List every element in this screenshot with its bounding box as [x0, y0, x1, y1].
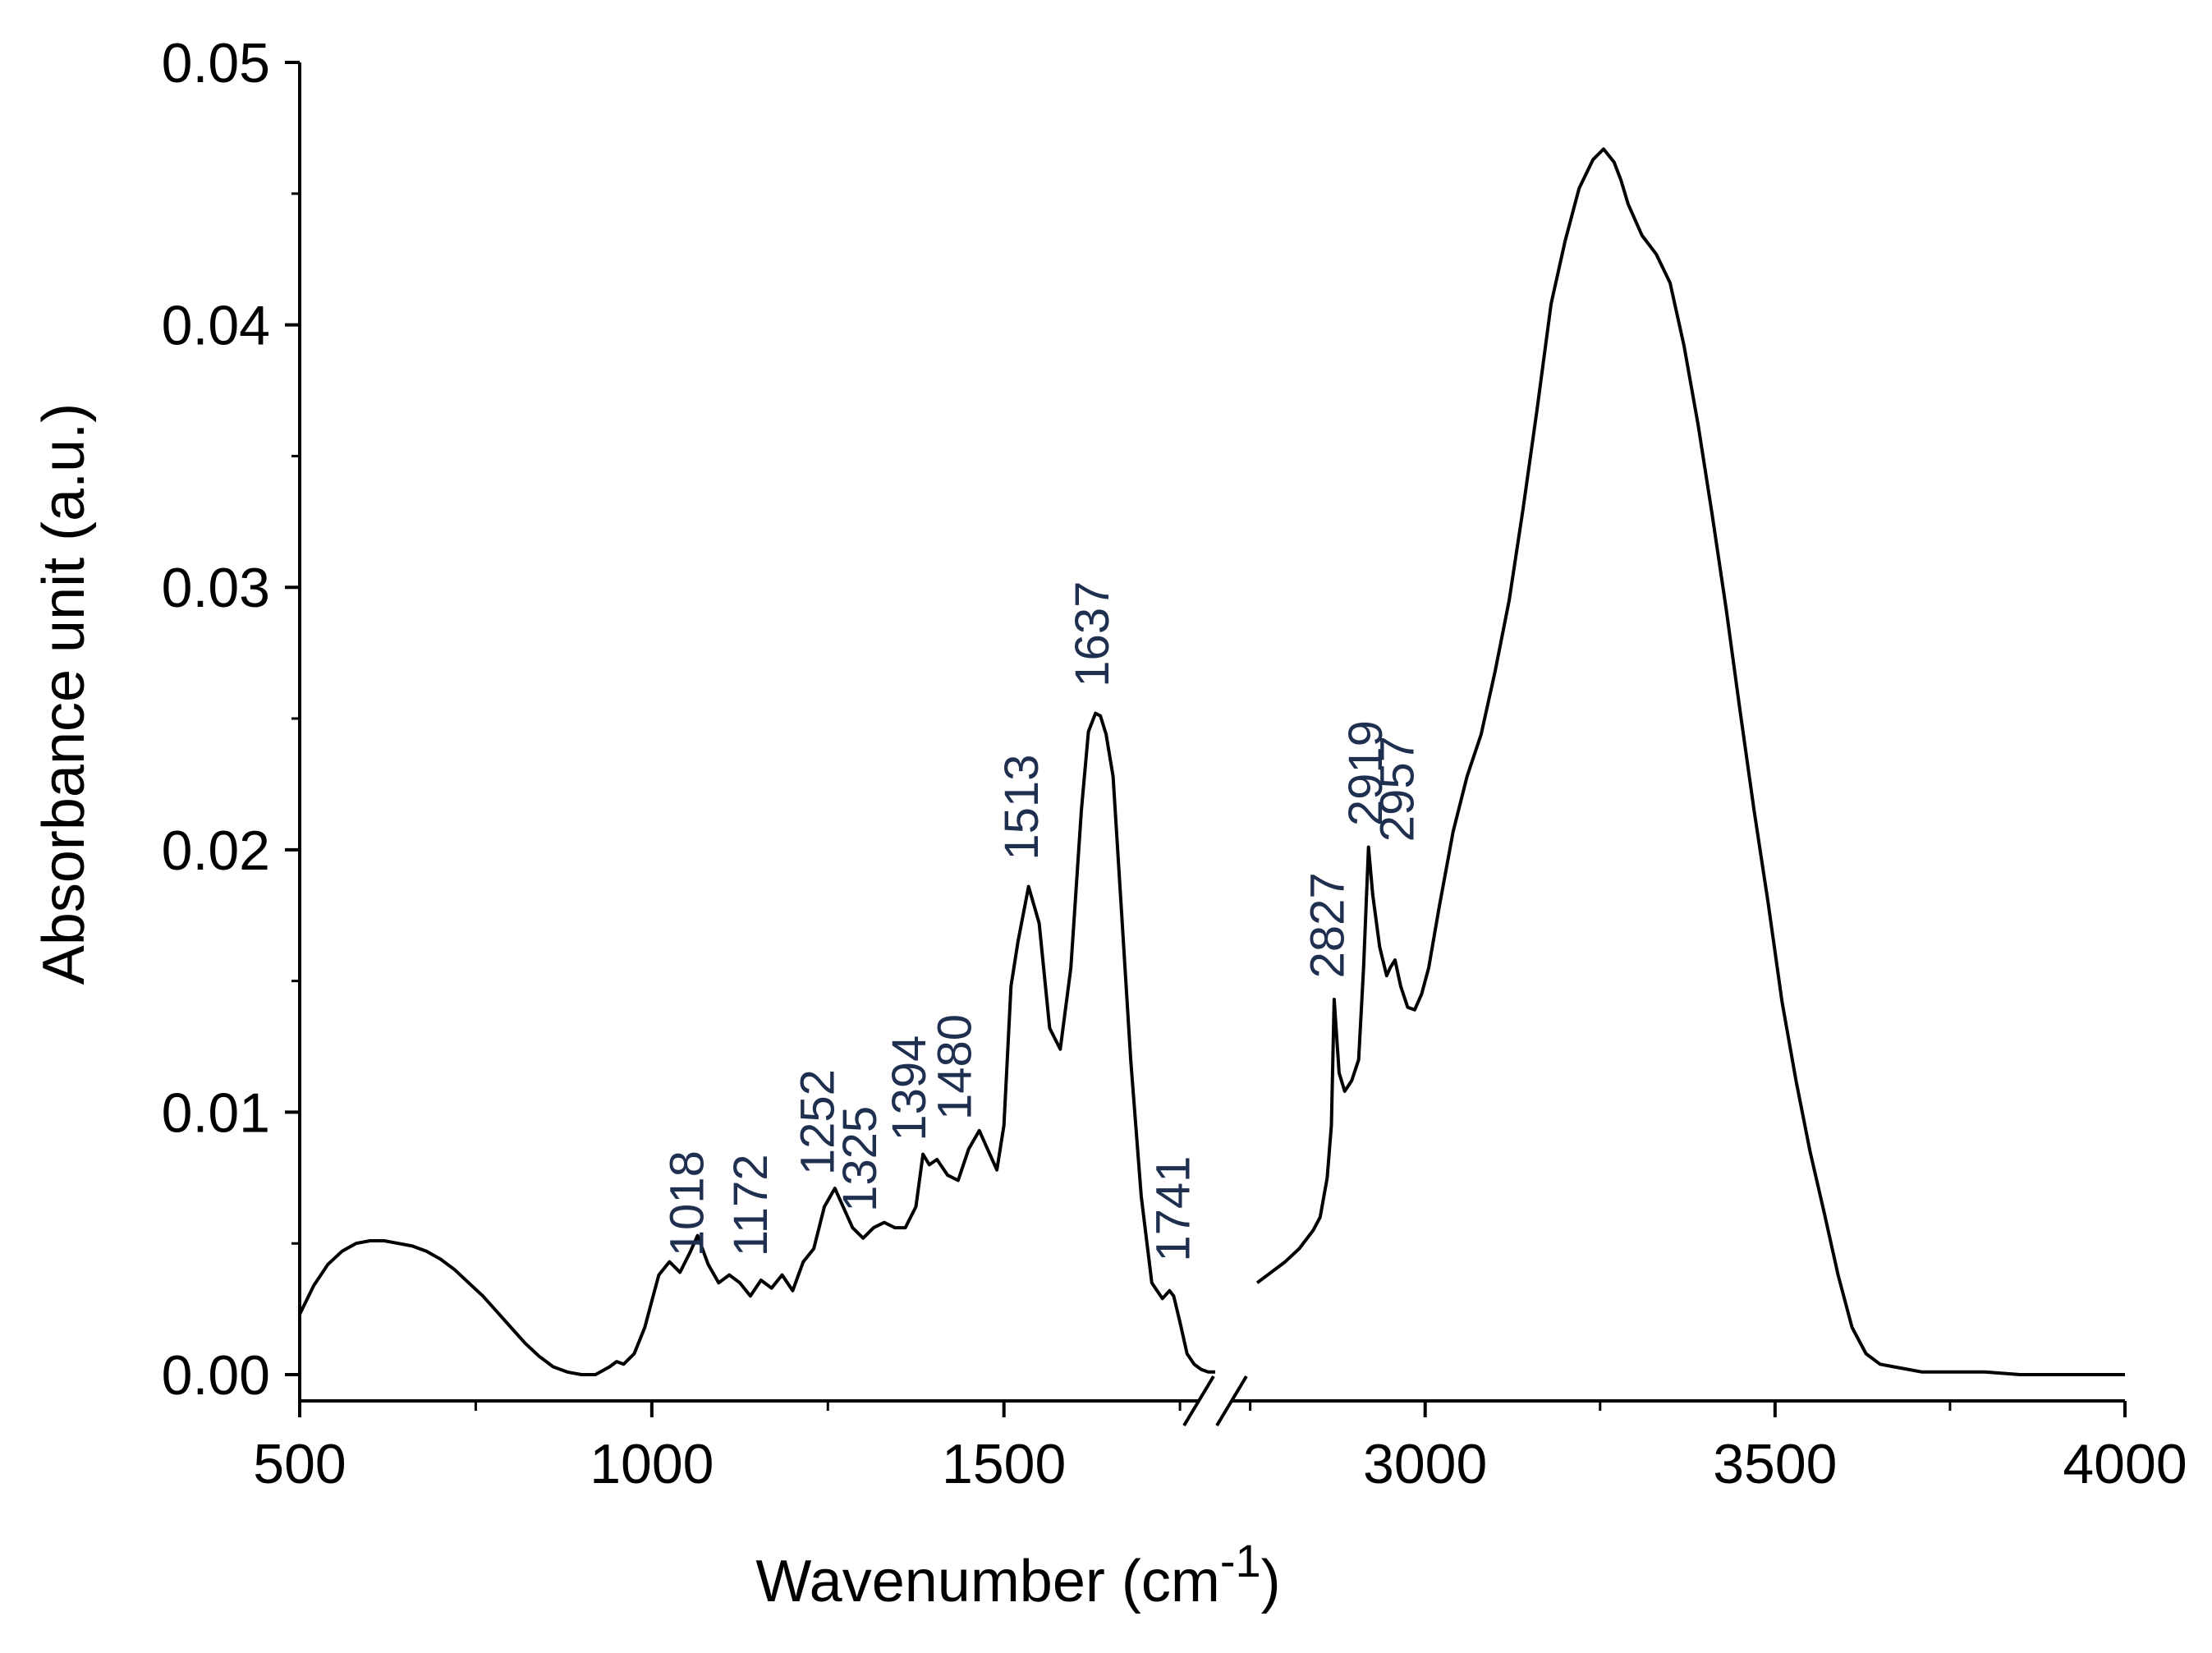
- peak-label: 1480: [929, 1014, 982, 1120]
- peak-label: 1513: [995, 755, 1049, 861]
- y-tick-label: 0.00: [162, 1344, 270, 1407]
- y-tick-label: 0.05: [162, 32, 270, 94]
- x-axis-title: Wavenumber (cm-1): [755, 1535, 1280, 1614]
- y-tick-label: 0.01: [162, 1081, 270, 1144]
- peak-label: 2827: [1301, 872, 1354, 978]
- peak-label: 2957: [1371, 736, 1425, 842]
- peak-label: 1637: [1066, 581, 1119, 687]
- peak-label: 1394: [883, 1035, 936, 1141]
- x-tick-label: 1000: [590, 1433, 714, 1495]
- peak-label: 2919: [1339, 720, 1393, 826]
- y-tick-label: 0.02: [162, 820, 270, 882]
- x-tick-label: 3000: [1363, 1433, 1487, 1495]
- plot-layer: 0.00 0.01 0.02 0.03 0.04 0.05 500 1000 1500 3000 3…: [162, 32, 2187, 1495]
- x-tick-label: 3500: [1713, 1433, 1837, 1495]
- peak-label: 1325: [833, 1106, 887, 1212]
- x-tick-label: 500: [253, 1433, 346, 1495]
- peak-label: 1172: [724, 1154, 778, 1256]
- y-axis-title: Absorbance unit (a.u.): [31, 403, 97, 985]
- spectrum-line-1: [298, 711, 1215, 1376]
- x-tick-label: 1500: [942, 1433, 1066, 1495]
- peak-label: 1018: [661, 1150, 714, 1256]
- spectrum-line-2: [1255, 147, 2125, 1376]
- axis-break-mark: [1182, 1375, 1215, 1427]
- x-tick-label: 4000: [2063, 1433, 2187, 1495]
- y-tick-label: 0.03: [162, 557, 270, 619]
- peak-label: 1741: [1147, 1156, 1200, 1262]
- y-tick-label: 0.04: [162, 295, 270, 357]
- axis-break-mark: [1215, 1375, 1248, 1427]
- peak-label: 1252: [791, 1069, 844, 1175]
